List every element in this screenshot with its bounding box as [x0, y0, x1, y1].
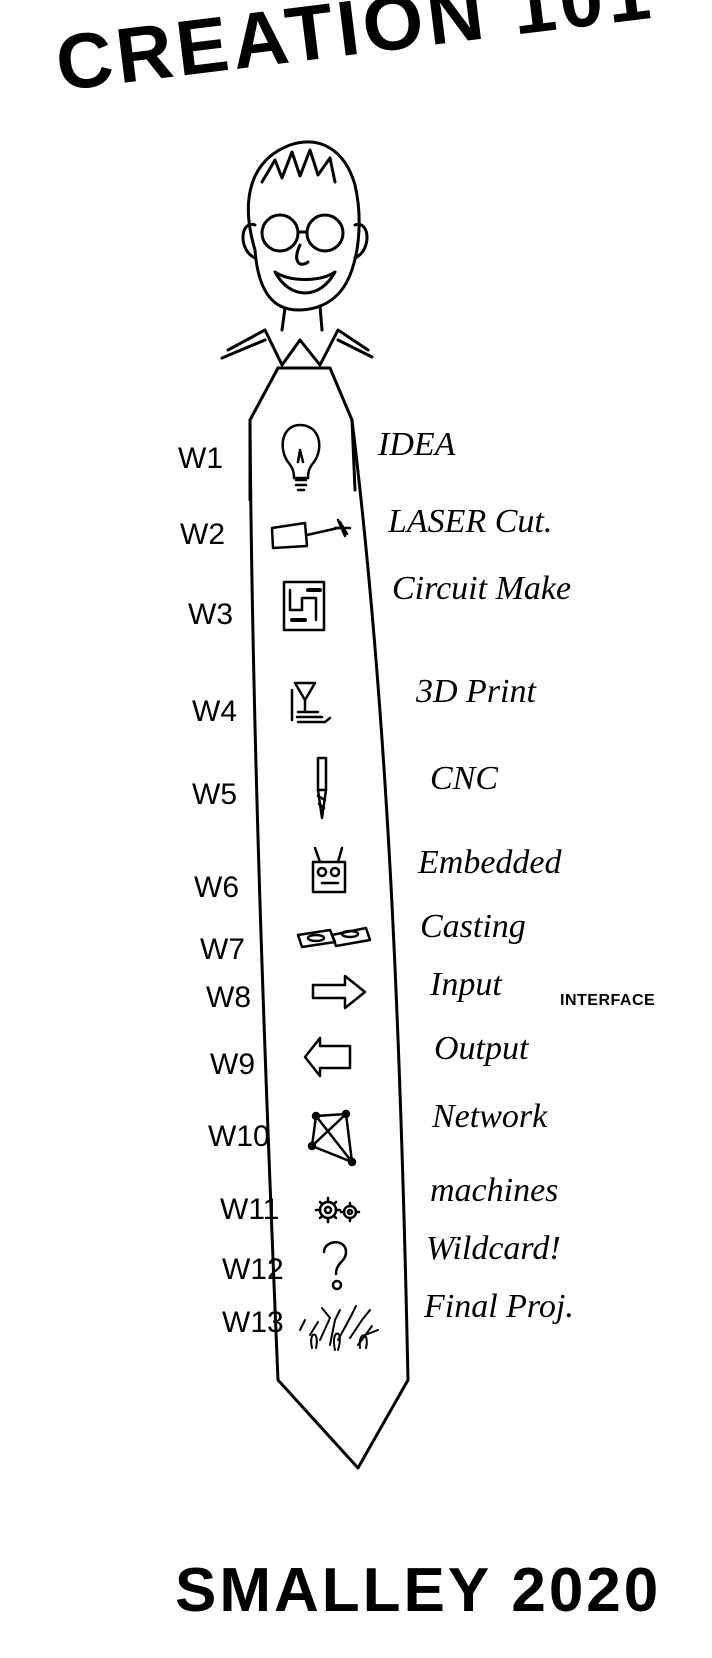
network-icon: [307, 1109, 357, 1167]
lightbulb-icon: [281, 423, 321, 492]
question-mark-icon: [322, 1241, 348, 1291]
topic-label: Wildcard!: [426, 1230, 561, 1267]
week-label: W12: [222, 1253, 284, 1286]
topic-label: 3D Print: [416, 673, 536, 710]
week-label: W8: [206, 981, 251, 1014]
week-label: W7: [200, 933, 245, 966]
topic-label: IDEA: [378, 426, 456, 463]
face-illustration: [220, 140, 374, 367]
arrow-left-icon: [303, 1036, 352, 1078]
week-label: W1: [178, 442, 223, 475]
week-label: W2: [180, 518, 225, 551]
topic-label: Network: [432, 1098, 548, 1135]
3d-printer-icon: [290, 681, 332, 724]
topic-label: CNC: [430, 760, 499, 797]
gears-icon: [314, 1196, 361, 1224]
endmill-icon: [316, 756, 328, 820]
robot-icon: [311, 846, 347, 894]
week-label: W11: [220, 1193, 280, 1226]
circuit-board-icon: [282, 580, 326, 632]
footer-signature: SMALLEY 2020: [175, 1556, 662, 1625]
topic-label: Final Proj.: [424, 1288, 574, 1325]
week-label: W9: [210, 1048, 255, 1081]
topic-label: Input: [430, 966, 502, 1003]
interface-note: INTERFACE: [560, 992, 656, 1009]
laser-icon: [270, 518, 352, 550]
topic-label: machines: [430, 1172, 559, 1209]
topic-label: Casting: [420, 908, 526, 945]
week-label: W3: [188, 598, 233, 631]
topic-label: Circuit Make: [392, 570, 572, 607]
topic-label: Output: [434, 1030, 529, 1067]
cast-blocks-icon: [296, 926, 372, 949]
week-label: W13: [222, 1306, 284, 1339]
tie-illustration: [248, 366, 410, 1470]
week-label: W4: [192, 695, 237, 728]
arrow-right-icon: [311, 974, 367, 1010]
topic-label: LASER Cut.: [388, 503, 553, 540]
week-label: W5: [192, 778, 237, 811]
topic-label: Embedded: [418, 844, 562, 881]
week-label: W10: [208, 1120, 270, 1153]
week-label: W6: [194, 871, 239, 904]
fireworks-icon: [299, 1305, 379, 1351]
